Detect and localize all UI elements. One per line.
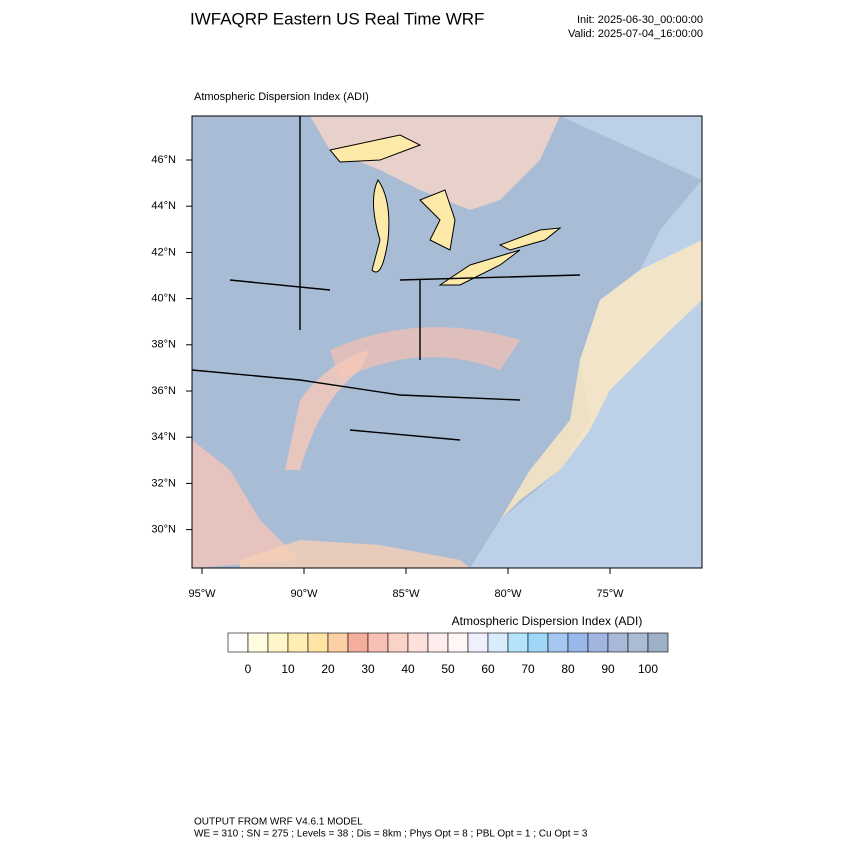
lat-label: 36°N [151, 385, 176, 397]
lat-label: 42°N [151, 246, 176, 258]
colorbar-box [247, 632, 269, 653]
lat-label: 46°N [151, 154, 176, 166]
lat-label: 30°N [151, 524, 176, 536]
colorbar-label: 10 [281, 662, 295, 676]
lon-label: 90°W [290, 588, 318, 600]
colorbar-box [267, 632, 289, 653]
colorbar-box [547, 632, 569, 653]
colorbar-box [347, 632, 369, 653]
colorbar-label: 50 [441, 662, 455, 676]
colorbar-label: 80 [561, 662, 575, 676]
lat-label: 38°N [151, 339, 176, 351]
lon-label: 95°W [188, 588, 216, 600]
colorbar-box [227, 632, 249, 653]
valid-time: Valid: 2025-07-04_16:00:00 [568, 28, 703, 40]
colorbar-box [307, 632, 329, 653]
lon-label: 80°W [494, 588, 522, 600]
colorbar-box [447, 632, 469, 653]
colorbar-label: 90 [601, 662, 615, 676]
colorbar-box [627, 632, 649, 653]
lat-label: 44°N [151, 200, 176, 212]
colorbar-box [607, 632, 629, 653]
colorbar-box [367, 632, 389, 653]
title: IWFAQRP Eastern US Real Time WRF [190, 9, 484, 28]
colorbar-box [647, 632, 669, 653]
colorbar-box [287, 632, 309, 653]
lat-label: 40°N [151, 293, 176, 305]
colorbar-label: 100 [638, 662, 658, 676]
map [192, 116, 702, 568]
colorbar-label: 70 [521, 662, 535, 676]
colorbar-label: 60 [481, 662, 495, 676]
colorbar-box [527, 632, 549, 653]
lat-label: 32°N [151, 477, 176, 489]
map-frame [191, 115, 703, 569]
footer-line: WE = 310 ; SN = 275 ; Levels = 38 ; Dis … [194, 829, 588, 840]
colorbar-box [567, 632, 589, 653]
colorbar-title: Atmospheric Dispersion Index (ADI) [452, 614, 643, 628]
map-subtitle: Atmospheric Dispersion Index (ADI) [194, 91, 369, 103]
lon-label: 85°W [392, 588, 420, 600]
colorbar-box [467, 632, 489, 653]
colorbar-label: 0 [245, 662, 252, 676]
colorbar-box [427, 632, 449, 653]
lat-label: 34°N [151, 431, 176, 443]
colorbar-label: 30 [361, 662, 375, 676]
colorbar-box [407, 632, 429, 653]
colorbar-box [487, 632, 509, 653]
colorbar-label: 40 [401, 662, 415, 676]
colorbar-box [507, 632, 529, 653]
colorbar-box [327, 632, 349, 653]
colorbar-box [387, 632, 409, 653]
init-time: Init: 2025-06-30_00:00:00 [577, 14, 703, 26]
colorbar-label: 20 [321, 662, 335, 676]
footer-line: OUTPUT FROM WRF V4.6.1 MODEL [194, 817, 363, 828]
lon-label: 75°W [596, 588, 624, 600]
colorbar-box [587, 632, 609, 653]
